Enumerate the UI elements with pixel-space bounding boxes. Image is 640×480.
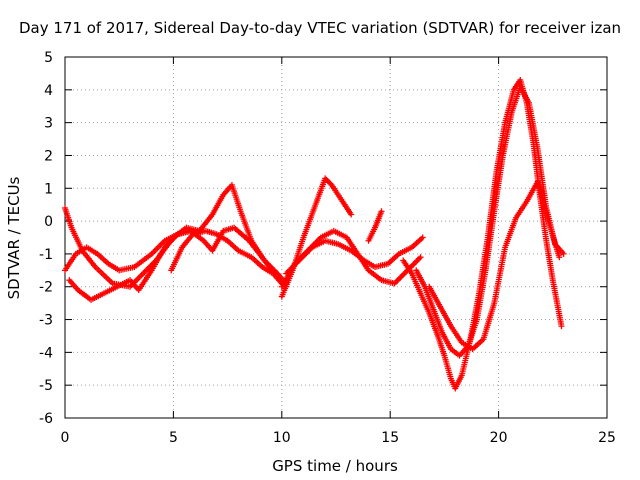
y-tick-label: 0 xyxy=(44,214,53,230)
data-points xyxy=(62,76,567,392)
x-tick-label: 15 xyxy=(381,430,399,446)
grid xyxy=(65,57,607,418)
data-point-marker xyxy=(378,208,385,215)
x-tick-label: 20 xyxy=(490,430,508,446)
satellite-track-7 xyxy=(283,234,426,277)
y-tick-label: -2 xyxy=(39,280,53,296)
satellite-track-4 xyxy=(168,227,285,287)
data-point-marker xyxy=(417,254,424,261)
plot-frame xyxy=(64,56,608,419)
data-point-marker xyxy=(348,211,355,218)
satellite-track-11 xyxy=(426,178,563,353)
chart-title: Day 171 of 2017, Sidereal Day-to-day VTE… xyxy=(19,19,621,37)
y-axis-label: SDTVAR / TECUs xyxy=(5,176,23,299)
y-tick-label: -1 xyxy=(39,247,53,263)
y-tick-label: 1 xyxy=(44,181,53,197)
data-point-marker xyxy=(327,180,334,187)
y-tick-label: -6 xyxy=(39,411,53,427)
x-tick-label: 10 xyxy=(273,430,291,446)
satellite-track-5 xyxy=(278,175,355,300)
data-point-marker xyxy=(560,250,567,257)
satellite-track-8 xyxy=(365,208,385,244)
x-tick-label: 0 xyxy=(61,430,70,446)
y-tick-label: -3 xyxy=(39,313,53,329)
x-tick-label: 5 xyxy=(169,430,178,446)
satellite-track-2 xyxy=(62,227,194,274)
y-tick-label: 3 xyxy=(44,116,53,132)
data-point-marker xyxy=(556,254,563,261)
x-axis-label: GPS time / hours xyxy=(272,457,398,475)
y-tick-label: 5 xyxy=(44,50,53,66)
satellite-track-3 xyxy=(66,224,290,303)
x-tick-label: 25 xyxy=(598,430,616,446)
y-tick-label: -4 xyxy=(39,345,53,361)
y-tick-label: -5 xyxy=(39,378,53,394)
data-point-marker xyxy=(419,234,426,241)
data-point-marker xyxy=(558,323,565,330)
y-tick-label: 4 xyxy=(44,83,53,99)
axis-ticks: 0 5 10 15 20 25 -6 -5 -4 -3 -2 -1 0 1 2 3 4 5 xyxy=(39,50,616,446)
y-tick-label: 2 xyxy=(44,148,53,164)
